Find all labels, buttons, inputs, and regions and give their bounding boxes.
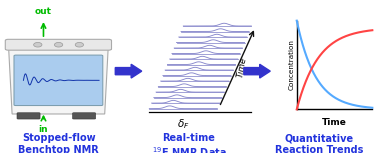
Text: in: in [39, 125, 48, 134]
Text: $\delta_F$: $\delta_F$ [177, 117, 190, 131]
FancyBboxPatch shape [5, 39, 112, 50]
FancyBboxPatch shape [73, 113, 96, 119]
Text: Time: Time [322, 118, 347, 127]
Polygon shape [244, 64, 270, 78]
FancyBboxPatch shape [17, 113, 40, 119]
FancyBboxPatch shape [14, 55, 103, 106]
Ellipse shape [75, 42, 84, 47]
Text: out: out [35, 7, 52, 16]
Text: Quantitative
Reaction Trends: Quantitative Reaction Trends [275, 133, 364, 153]
Text: Stopped-flow
Benchtop NMR: Stopped-flow Benchtop NMR [18, 133, 99, 153]
Polygon shape [115, 64, 142, 78]
Text: Time: Time [235, 56, 248, 78]
Polygon shape [8, 42, 108, 114]
Ellipse shape [54, 42, 63, 47]
Text: Concentration: Concentration [289, 40, 295, 90]
Ellipse shape [34, 42, 42, 47]
Text: Real-time
$^{19}$F NMR Data: Real-time $^{19}$F NMR Data [152, 133, 226, 153]
